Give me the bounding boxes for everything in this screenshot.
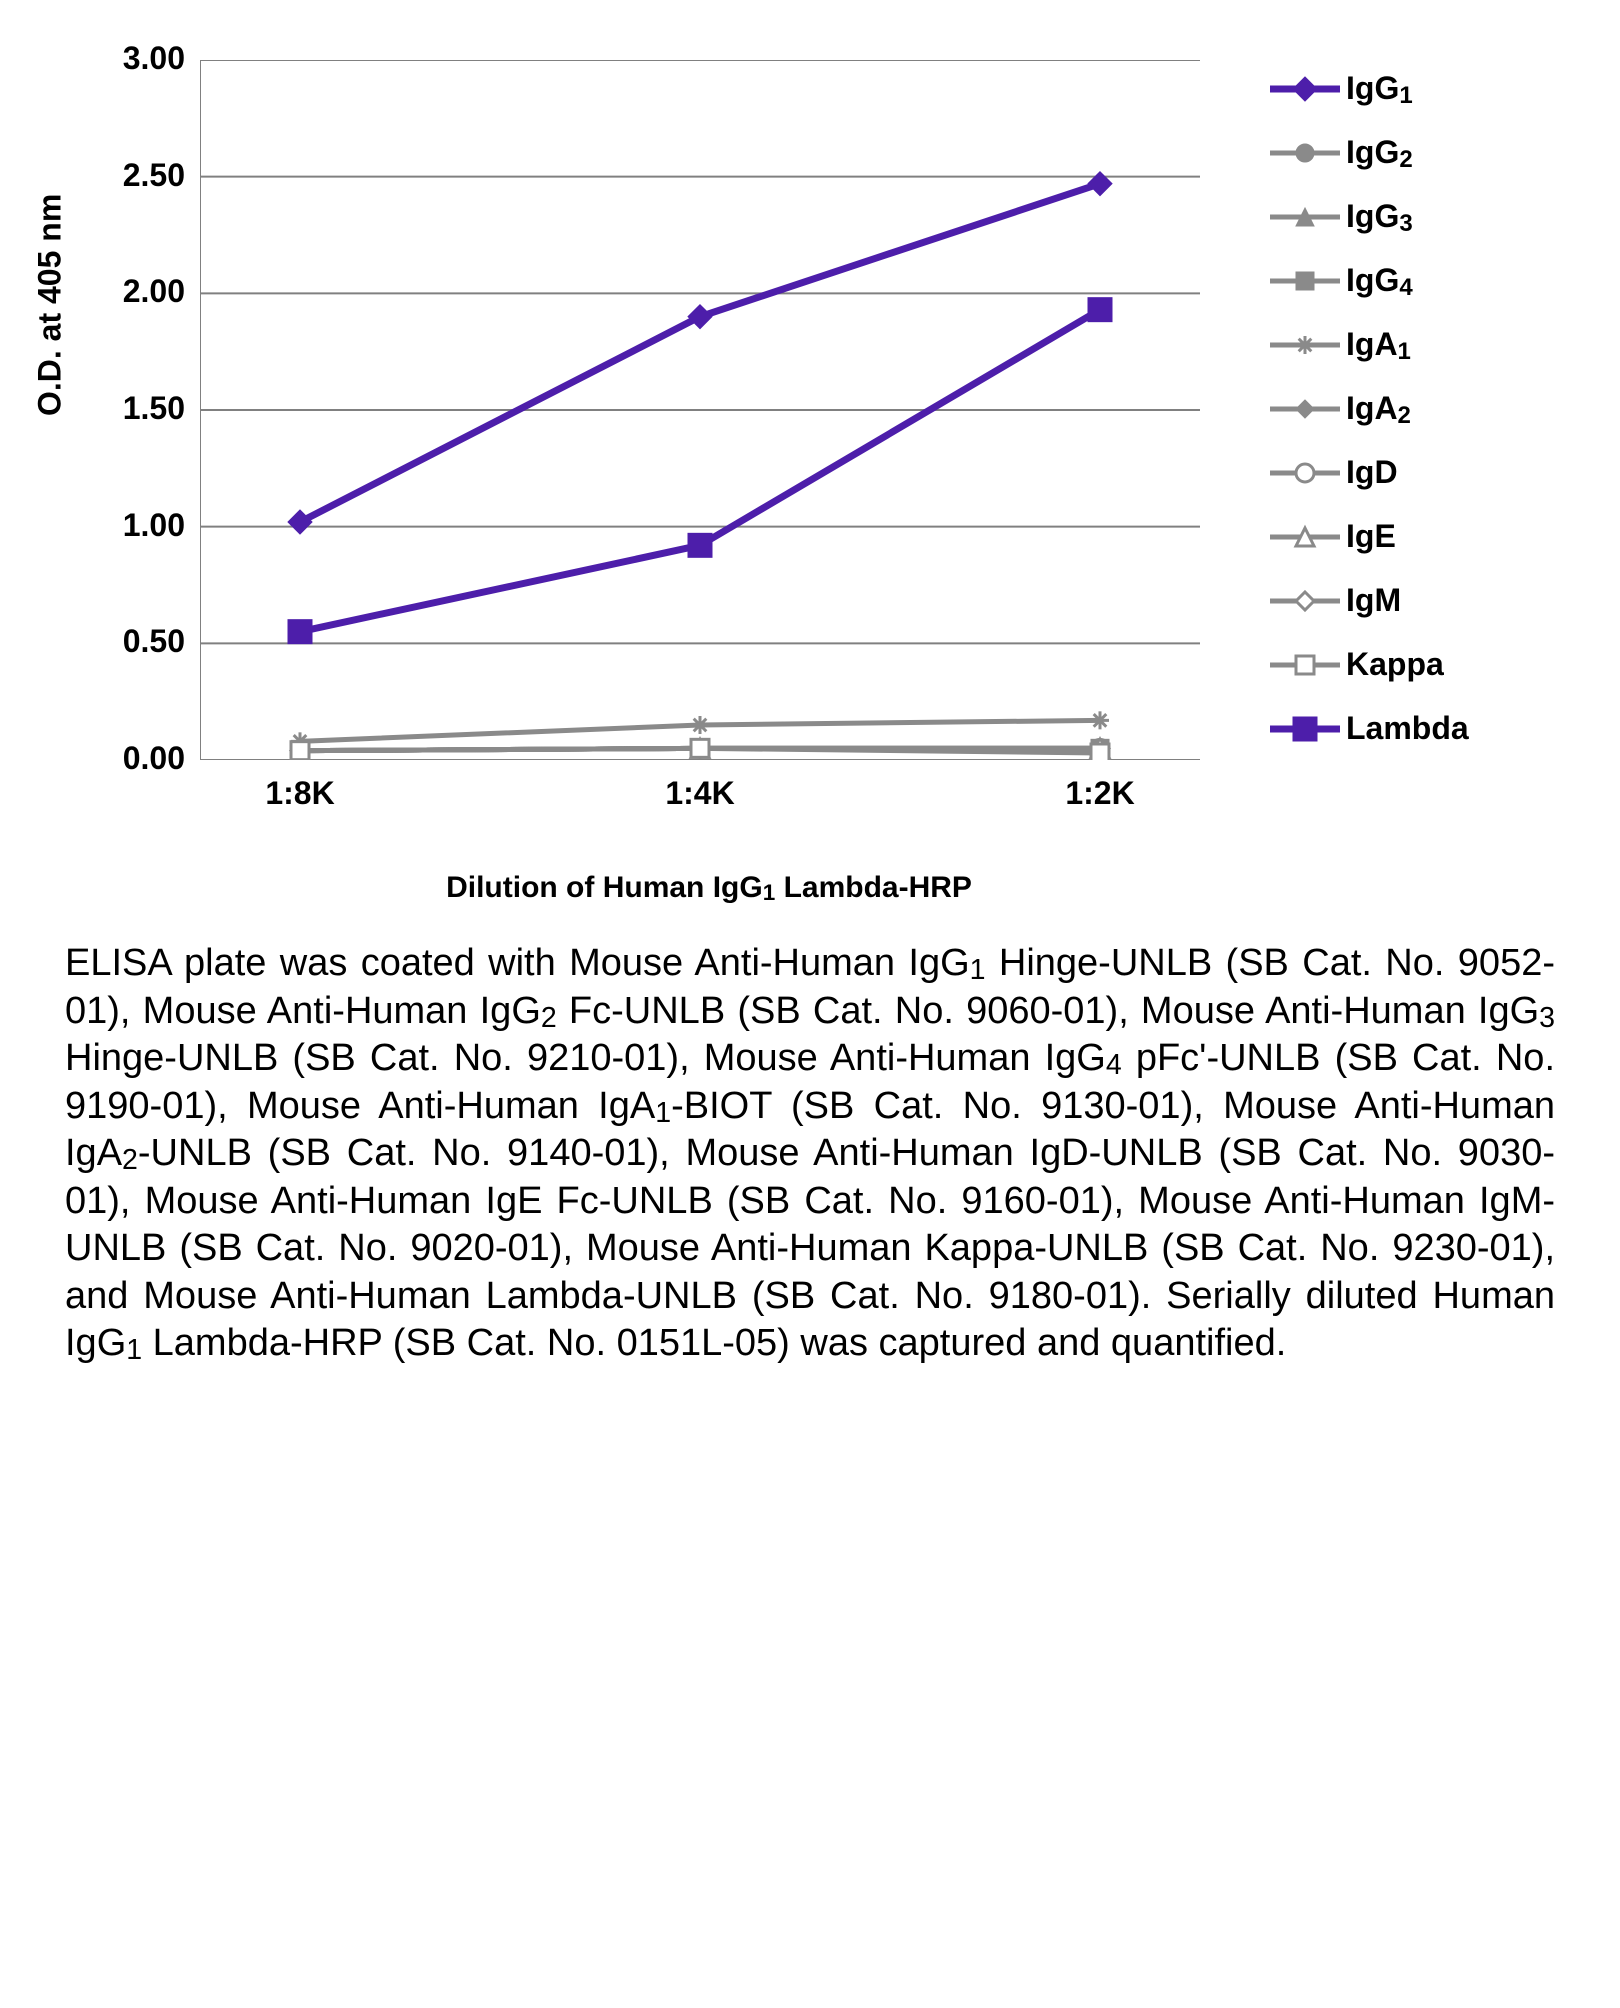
legend-item-igg2: IgG2 [1270,134,1469,171]
xtick-label: 1:2K [1065,775,1134,812]
legend-label-iga2: IgA2 [1346,390,1411,427]
legend-item-igg1: IgG1 [1270,70,1469,107]
ytick-label: 2.50 [95,157,185,194]
legend-label-igm: IgM [1346,582,1401,619]
legend-swatch-lambda [1270,715,1340,743]
legend-item-lambda: Lambda [1270,710,1469,747]
legend: IgG1 IgG2 IgG3 IgG4 IgA1 IgA2 IgD IgE IgM Kappa La… [1270,70,1469,747]
legend-swatch-igg1 [1270,75,1340,103]
legend-label-iga1: IgA1 [1346,326,1411,363]
legend-swatch-igg3 [1270,203,1340,231]
ytick-label: 0.50 [95,623,185,660]
ytick-label: 0.00 [95,740,185,777]
legend-swatch-igm [1270,587,1340,615]
xtick-label: 1:4K [665,775,734,812]
legend-label-igd: IgD [1346,454,1398,491]
legend-swatch-igd [1270,459,1340,487]
legend-item-ige: IgE [1270,518,1469,555]
legend-label-kappa: Kappa [1346,646,1444,683]
legend-swatch-iga2 [1270,395,1340,423]
legend-swatch-kappa [1270,651,1340,679]
plot-svg [200,60,1200,760]
x-axis-label: Dilution of Human IgG1 Lambda-HRP [446,871,972,905]
ytick-label: 3.00 [95,40,185,77]
ytick-label: 2.00 [95,273,185,310]
plot-region: 0.000.501.001.502.002.503.00 1:8K1:4K1:2… [200,60,1200,765]
xtick-label: 1:8K [265,775,334,812]
legend-swatch-iga1 [1270,331,1340,359]
chart-and-legend: O.D. at 405 nm 0.000.501.001.502.002.503… [60,20,1560,900]
legend-item-iga2: IgA2 [1270,390,1469,427]
ytick-label: 1.50 [95,390,185,427]
y-axis-label: O.D. at 405 nm [32,194,69,416]
legend-item-igd: IgD [1270,454,1469,491]
legend-label-lambda: Lambda [1346,710,1469,747]
legend-label-ige: IgE [1346,518,1396,555]
legend-label-igg3: IgG3 [1346,198,1413,235]
page-root: O.D. at 405 nm 0.000.501.001.502.002.503… [0,0,1620,1428]
legend-label-igg1: IgG1 [1346,70,1413,107]
legend-item-iga1: IgA1 [1270,326,1469,363]
legend-item-igm: IgM [1270,582,1469,619]
legend-swatch-ige [1270,523,1340,551]
legend-item-kappa: Kappa [1270,646,1469,683]
legend-swatch-igg2 [1270,139,1340,167]
ytick-label: 1.00 [95,507,185,544]
chart-area: O.D. at 405 nm 0.000.501.001.502.002.503… [60,20,1240,900]
legend-swatch-igg4 [1270,267,1340,295]
figure-caption: ELISA plate was coated with Mouse Anti-H… [60,940,1560,1368]
legend-label-igg2: IgG2 [1346,134,1413,171]
legend-item-igg4: IgG4 [1270,262,1469,299]
legend-label-igg4: IgG4 [1346,262,1413,299]
legend-item-igg3: IgG3 [1270,198,1469,235]
